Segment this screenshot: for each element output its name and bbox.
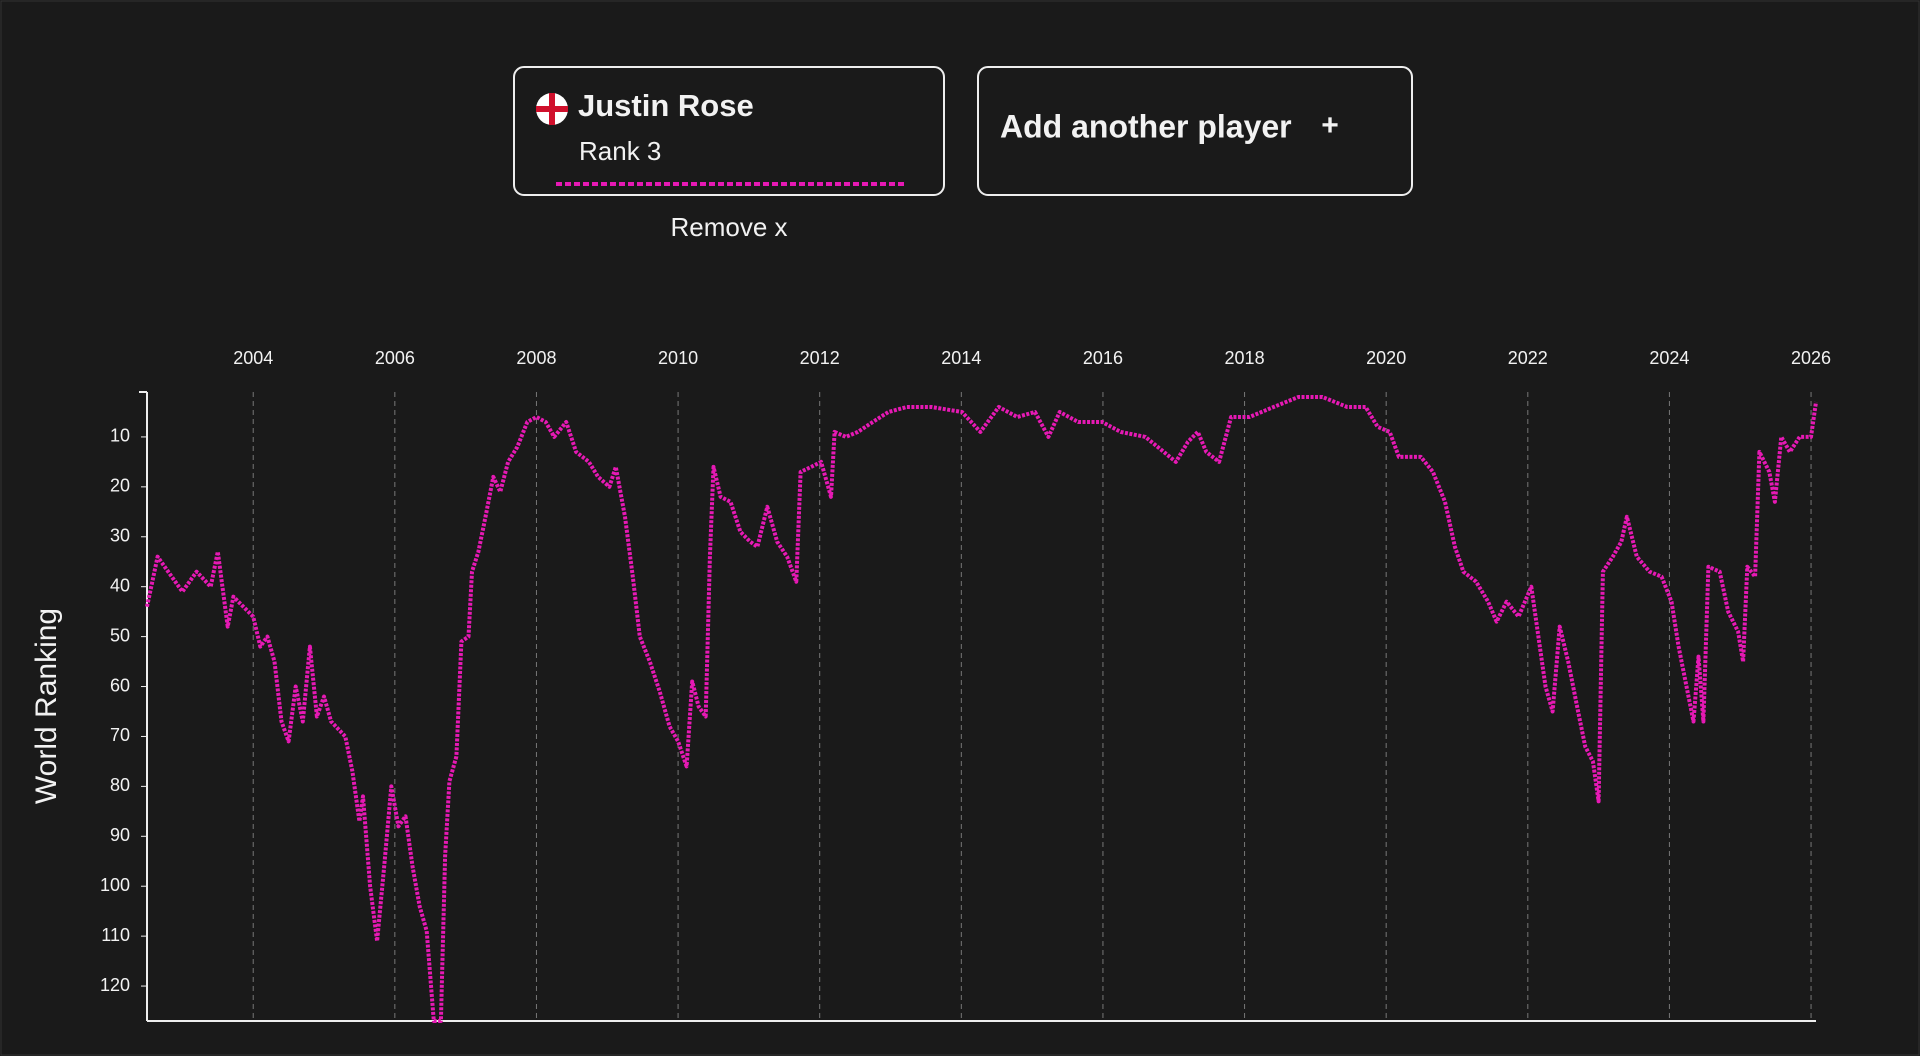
x-tick-label: 2004 [233,348,273,368]
player-name: Justin Rose [578,88,754,123]
x-tick-label: 2012 [800,348,840,368]
add-label: Add another player [1000,108,1292,144]
x-tick-label: 2026 [1791,348,1831,368]
y-tick-label: 80 [110,775,130,795]
remove-button[interactable]: Remove x [670,212,787,242]
y-tick-label: 30 [110,526,130,546]
x-tick-label: 2020 [1366,348,1406,368]
y-tick-label: 10 [110,426,130,446]
y-tick-label: 40 [110,575,130,595]
y-axis-label: World Ranking [30,608,63,804]
x-tick-label: 2006 [375,348,415,368]
y-tick-label: 70 [110,725,130,745]
x-tick-label: 2018 [1225,348,1265,368]
series-line [145,395,1818,1023]
player-card[interactable] [513,66,945,196]
player-rank: Rank 3 [579,136,661,166]
y-tick-label: 20 [110,476,130,496]
y-tick-label: 90 [110,825,130,845]
y-tick-label: 50 [110,625,130,645]
y-tick-label: 120 [100,975,130,995]
x-tick-label: 2022 [1508,348,1548,368]
x-tick-label: 2010 [658,348,698,368]
y-tick-label: 60 [110,675,130,695]
x-tick-label: 2016 [1083,348,1123,368]
y-tick-label: 110 [101,925,130,945]
x-tick-label: 2024 [1649,348,1689,368]
y-tick-label: 100 [100,875,130,895]
flag-cross [536,106,568,112]
add-card[interactable] [977,66,1413,196]
x-tick-label: 2014 [941,348,981,368]
add-icon: + [1321,109,1339,142]
x-tick-label: 2008 [516,348,556,368]
